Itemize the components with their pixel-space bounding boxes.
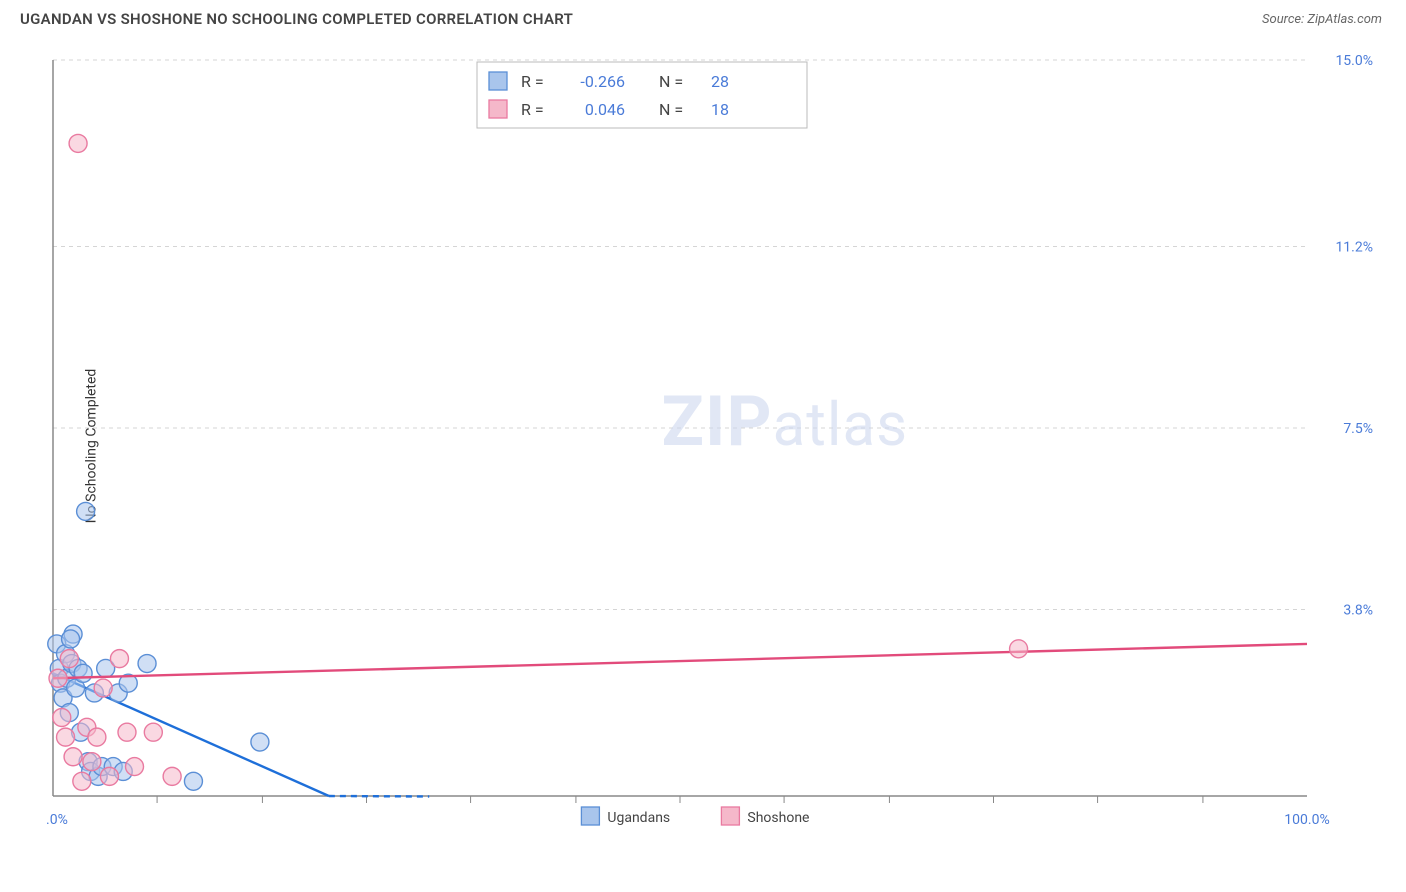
data-point (100, 767, 118, 785)
data-point (60, 650, 78, 668)
data-point (144, 723, 162, 741)
legend-r-label: R = (521, 100, 544, 119)
y-tick-label: 3.8% (1343, 603, 1373, 619)
scatter-chart: 0.0% 100.0% 3.8% 7.5% 11.2% 15.0% ZIPatlas R = -… (47, 50, 1383, 840)
data-point (184, 772, 202, 790)
legend-r-label: R = (521, 72, 544, 91)
trend-line (53, 644, 1307, 678)
data-point (73, 772, 91, 790)
data-point (126, 758, 144, 776)
x-tick-label: 100.0% (1284, 812, 1329, 828)
data-point (74, 664, 92, 682)
chart-title: UGANDAN VS SHOSHONE NO SCHOOLING COMPLET… (20, 10, 573, 28)
plot-area: 0.0% 100.0% 3.8% 7.5% 11.2% 15.0% ZIPatlas R = -… (47, 50, 1383, 840)
legend-swatch (721, 807, 739, 825)
legend-r-value: -0.266 (580, 72, 625, 91)
data-point (138, 655, 156, 673)
x-tick-label: 0.0% (47, 812, 68, 828)
legend-r-value: 0.046 (585, 100, 625, 119)
data-point (88, 728, 106, 746)
data-point (62, 630, 80, 648)
legend-series-label: Shoshone (747, 810, 809, 826)
chart-source: Source: ZipAtlas.com (1262, 12, 1382, 27)
data-point (57, 728, 75, 746)
data-point (64, 748, 82, 766)
data-point (1010, 640, 1028, 658)
chart-header: UGANDAN VS SHOSHONE NO SCHOOLING COMPLET… (0, 0, 1406, 34)
watermark: ZIPatlas (662, 381, 909, 463)
data-point (49, 669, 67, 687)
legend-swatch (489, 72, 507, 90)
legend-swatch (581, 807, 599, 825)
legend-n-label: N = (659, 72, 683, 91)
y-tick-label: 15.0% (1335, 53, 1373, 69)
y-tick-label: 11.2% (1335, 239, 1373, 255)
legend-n-label: N = (659, 100, 683, 119)
data-point (110, 650, 128, 668)
data-point (53, 708, 71, 726)
data-point (94, 679, 112, 697)
data-point (118, 723, 136, 741)
legend-swatch (489, 100, 507, 118)
legend-series-label: Ugandans (607, 810, 670, 826)
data-point (69, 134, 87, 152)
legend-n-value: 18 (711, 100, 729, 119)
legend-n-value: 28 (711, 72, 729, 91)
data-point (77, 502, 95, 520)
data-point (251, 733, 269, 751)
data-point (83, 753, 101, 771)
data-point (163, 767, 181, 785)
y-tick-label: 7.5% (1343, 421, 1373, 437)
